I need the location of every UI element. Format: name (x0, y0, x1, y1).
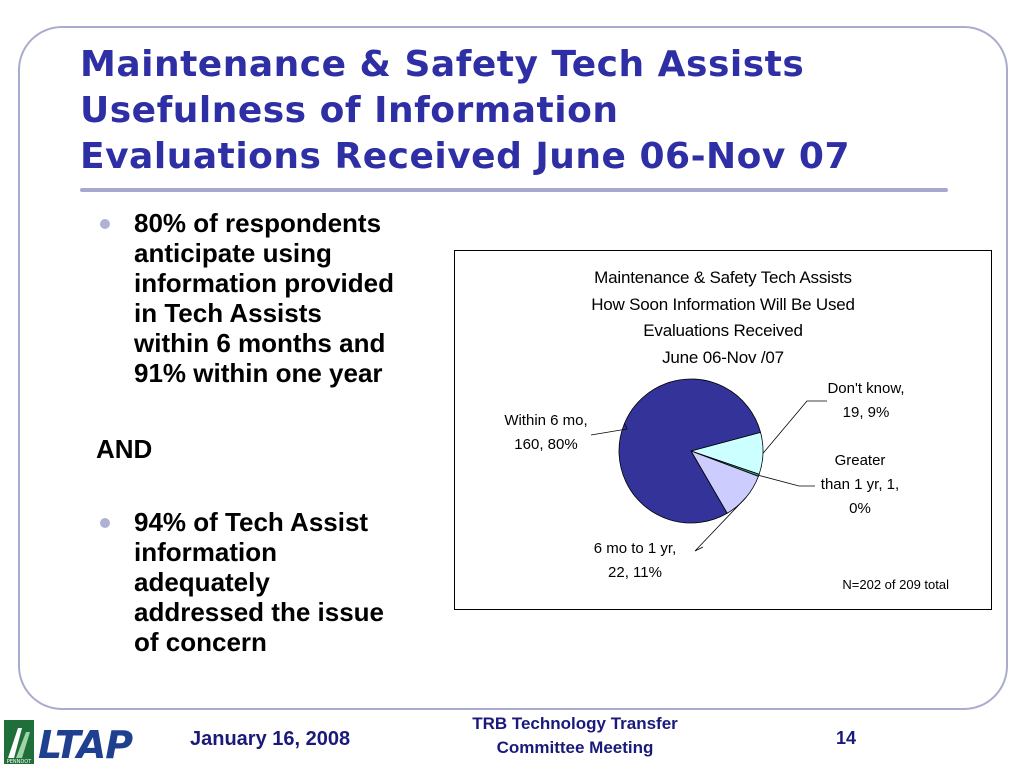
chart-note: N=202 of 209 total (842, 577, 949, 592)
footer-date: January 16, 2008 (190, 728, 351, 750)
bullet1-line: information provided (134, 268, 394, 298)
bullet1-line: 80% of respondents (134, 208, 382, 238)
footer: PENNDOT LTAP January 16, 2008 TRB Techno… (0, 714, 1024, 768)
bullet2-line: information (134, 537, 277, 567)
pie-svg (590, 378, 827, 552)
bullet1-line: within 6 months and (134, 328, 386, 358)
chart-title-line: Evaluations Received (643, 321, 803, 340)
slide-title: Maintenance & Safety Tech Assists Useful… (80, 42, 960, 180)
bullet-list: 80% of respondents anticipate using info… (96, 208, 456, 657)
leader-greater-than-1-yr (758, 474, 815, 487)
logo-sub: PENNDOT (7, 759, 32, 765)
chart-title-line: Maintenance & Safety Tech Assists (594, 268, 852, 287)
bullet2-line: 94% of Tech Assist (134, 507, 369, 537)
footer-center: TRB Technology Transfer Committee Meetin… (472, 714, 678, 757)
slice-label-greater-than-1-yr: Greater than 1 yr, 1, 0% (820, 452, 900, 517)
page-number: 14 (836, 728, 857, 748)
bullet-item-2: 94% of Tech Assist information adequatel… (96, 507, 456, 657)
title-line-2: Usefulness of Information (80, 90, 619, 131)
leader-within-6-mo (590, 423, 628, 436)
ltap-logo-icon: PENNDOT LTAP (4, 720, 134, 766)
bullet1-line: in Tech Assists (134, 298, 322, 328)
bullet2-line: of concern (134, 627, 267, 657)
chart-title: Maintenance & Safety Tech Assists How So… (455, 265, 991, 371)
title-divider (80, 188, 948, 192)
and-text: AND (96, 434, 153, 464)
bullet-item-1: 80% of respondents anticipate using info… (96, 208, 456, 388)
bullet1-line: anticipate using (134, 238, 332, 268)
leader-dont-know (762, 400, 827, 454)
bullet-dot-icon (100, 219, 110, 229)
title-line-3: Evaluations Received June 06-Nov 07 (80, 136, 851, 177)
slide-frame (18, 26, 1008, 710)
title-line-1: Maintenance & Safety Tech Assists (80, 44, 805, 85)
bullet1-line: 91% within one year (134, 358, 383, 388)
bullet2-line: addressed the issue (134, 597, 384, 627)
slice-label-within-6-mo: Within 6 mo, 160, 80% (504, 412, 588, 453)
pie-chart: Maintenance & Safety Tech Assists How So… (454, 250, 992, 610)
bullet-dot-icon (100, 518, 110, 528)
bullet2-line: adequately (134, 567, 270, 597)
slice-label-6-mo-to-1-yr: 6 mo to 1 yr, 22, 11% (593, 540, 677, 581)
chart-title-line: How Soon Information Will Be Used (591, 294, 855, 314)
chart-title-line: June 06-Nov /07 (662, 347, 784, 367)
leader-6-mo-to-1-yr (694, 497, 747, 552)
slice-label-dont-know: Don't know, 19, 9% (827, 380, 905, 421)
logo-text: LTAP (38, 723, 133, 766)
